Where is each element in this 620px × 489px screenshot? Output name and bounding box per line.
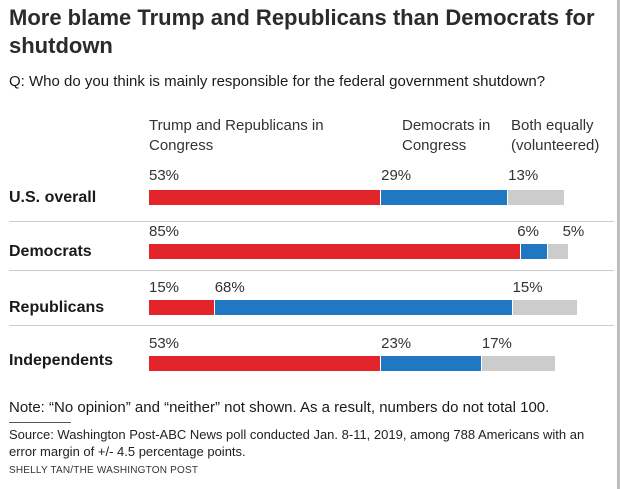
bar-trump — [149, 300, 214, 315]
data-label-both: 5% — [562, 223, 585, 240]
bar-both — [512, 300, 578, 315]
note-divider — [9, 422, 71, 423]
chart-title: More blame Trump and Republicans than De… — [9, 5, 595, 58]
chart-source: Source: Washington Post-ABC News poll co… — [9, 427, 585, 459]
bar-democrats — [214, 300, 512, 315]
chart-note: Note: “No opinion” and “neither” not sho… — [9, 399, 550, 416]
data-label-both: 17% — [481, 335, 512, 352]
bar-both — [508, 190, 565, 205]
data-label-democrats: 23% — [381, 335, 412, 352]
bar-trump — [149, 190, 381, 205]
row-divider — [9, 221, 614, 222]
bar-democrats — [381, 190, 508, 205]
chart-credit: SHELLY TAN/THE WASHINGTON POST — [9, 465, 199, 476]
column-header-both: Both equally (volunteered) — [511, 117, 600, 154]
row-divider — [9, 325, 614, 326]
row-label: Democrats — [9, 243, 92, 260]
data-label-trump: 85% — [149, 223, 180, 240]
bar-both — [481, 356, 556, 371]
page-edge — [617, 0, 620, 489]
row-label: U.S. overall — [9, 189, 97, 206]
bar-democrats — [521, 244, 547, 259]
data-label-trump: 53% — [149, 335, 180, 352]
column-header-trump: Trump and Republicans in Congress — [149, 117, 324, 154]
data-label-both: 15% — [512, 279, 543, 296]
data-label-democrats: 6% — [517, 223, 539, 240]
row-divider — [9, 270, 614, 271]
row-label: Republicans — [9, 299, 105, 316]
data-label-democrats: 29% — [381, 167, 412, 184]
bar-trump — [149, 356, 381, 371]
data-label-trump: 53% — [149, 167, 180, 184]
data-label-both: 13% — [508, 167, 539, 184]
bar-trump — [149, 244, 521, 259]
bar-both — [547, 244, 569, 259]
bar-democrats — [381, 356, 481, 371]
survey-question: Q: Who do you think is mainly responsibl… — [9, 73, 546, 90]
data-label-democrats: 68% — [214, 279, 245, 296]
data-label-trump: 15% — [149, 279, 180, 296]
column-header-democrats: Democrats in Congress — [402, 117, 491, 154]
row-label: Independents — [9, 352, 114, 369]
